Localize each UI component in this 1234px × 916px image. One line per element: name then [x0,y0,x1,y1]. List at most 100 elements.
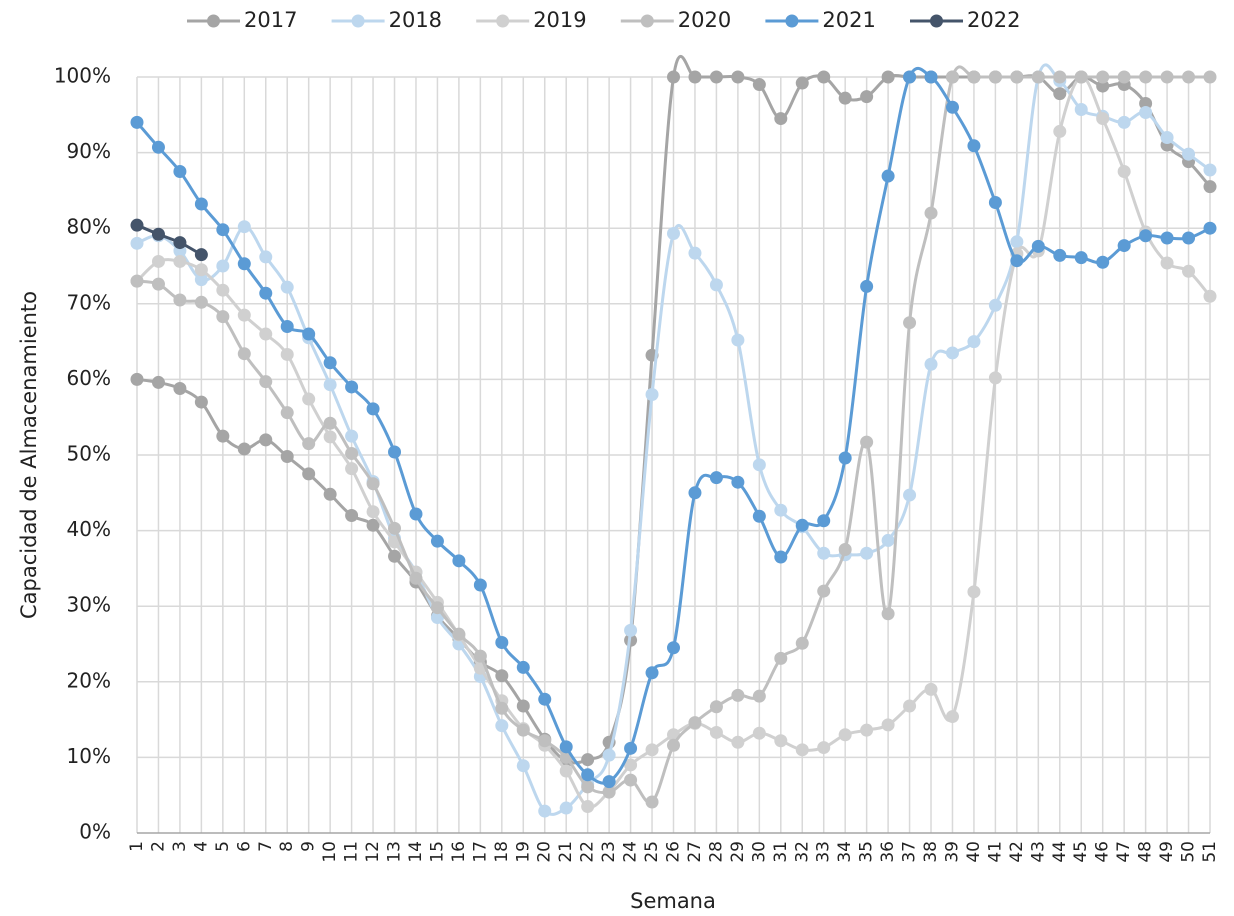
point [173,165,186,178]
point [1204,222,1217,235]
x-tick-label: 13 [385,841,405,863]
point [195,296,208,309]
point [131,275,144,288]
point [131,219,144,232]
legend-label: 2018 [389,8,442,32]
point [989,196,1002,209]
point [925,71,938,84]
point [345,430,358,443]
point [1161,232,1174,245]
point [259,250,272,263]
point [1161,71,1174,84]
x-tick-label: 31 [771,841,791,863]
point [839,543,852,556]
point [195,198,208,211]
point [581,753,594,766]
legend-label: 2020 [678,8,731,32]
point [817,741,830,754]
point [967,139,980,152]
point [903,699,916,712]
point [731,71,744,84]
point [431,535,444,548]
point [1139,106,1152,119]
point [131,116,144,129]
point [538,734,551,747]
legend-marker [785,15,798,28]
point [1161,131,1174,144]
x-tick-label: 28 [706,841,726,863]
x-tick-label: 34 [835,841,855,863]
point [474,650,487,663]
point [152,376,165,389]
y-tick-label: 0% [79,820,111,844]
point [216,430,229,443]
point [1118,71,1131,84]
point [173,255,186,268]
point [517,759,530,772]
point [882,71,895,84]
point [946,101,959,114]
point [817,71,830,84]
point [560,765,573,778]
point [753,78,766,91]
x-tick-label: 18 [492,841,512,863]
point [581,800,594,813]
y-axis-title: Capacidad de Almacenamiento [17,291,41,619]
point [1096,256,1109,269]
x-tick-label: 39 [942,841,962,863]
x-tick-label: 33 [814,841,834,863]
point [882,534,895,547]
x-tick-label: 15 [427,841,447,863]
point [731,476,744,489]
point [152,141,165,154]
point [796,77,809,90]
point [1010,254,1023,267]
legend-marker [207,15,220,28]
point [517,699,530,712]
y-tick-label: 20% [67,668,111,692]
point [839,728,852,741]
point [324,488,337,501]
point [774,504,787,517]
point [538,805,551,818]
y-tick-label: 70% [67,290,111,314]
x-tick-label: 12 [363,841,383,863]
point [259,375,272,388]
x-tick-label: 37 [900,841,920,863]
point [946,71,959,84]
point [367,477,380,490]
point [774,652,787,665]
x-tick-label: 32 [792,841,812,863]
point [238,442,251,455]
point [860,547,873,560]
point [710,700,723,713]
point [281,450,294,463]
point [882,718,895,731]
point [603,749,616,762]
point [345,447,358,460]
point [281,348,294,361]
point [173,382,186,395]
point [624,624,637,637]
point [967,585,980,598]
x-tick-label: 26 [664,841,684,863]
point [495,702,508,715]
point [967,71,980,84]
point [774,551,787,564]
point [324,378,337,391]
point [195,263,208,276]
legend-label: 2021 [822,8,875,32]
point [388,445,401,458]
x-tick-label: 43 [1028,841,1048,863]
point [302,328,315,341]
point [324,356,337,369]
x-tick-label: 49 [1157,841,1177,863]
point [1053,249,1066,262]
point [1182,232,1195,245]
point [259,287,272,300]
x-tick-label: 46 [1093,841,1113,863]
x-tick-label: 4 [191,841,211,852]
point [710,726,723,739]
point [1118,239,1131,252]
point [796,637,809,650]
